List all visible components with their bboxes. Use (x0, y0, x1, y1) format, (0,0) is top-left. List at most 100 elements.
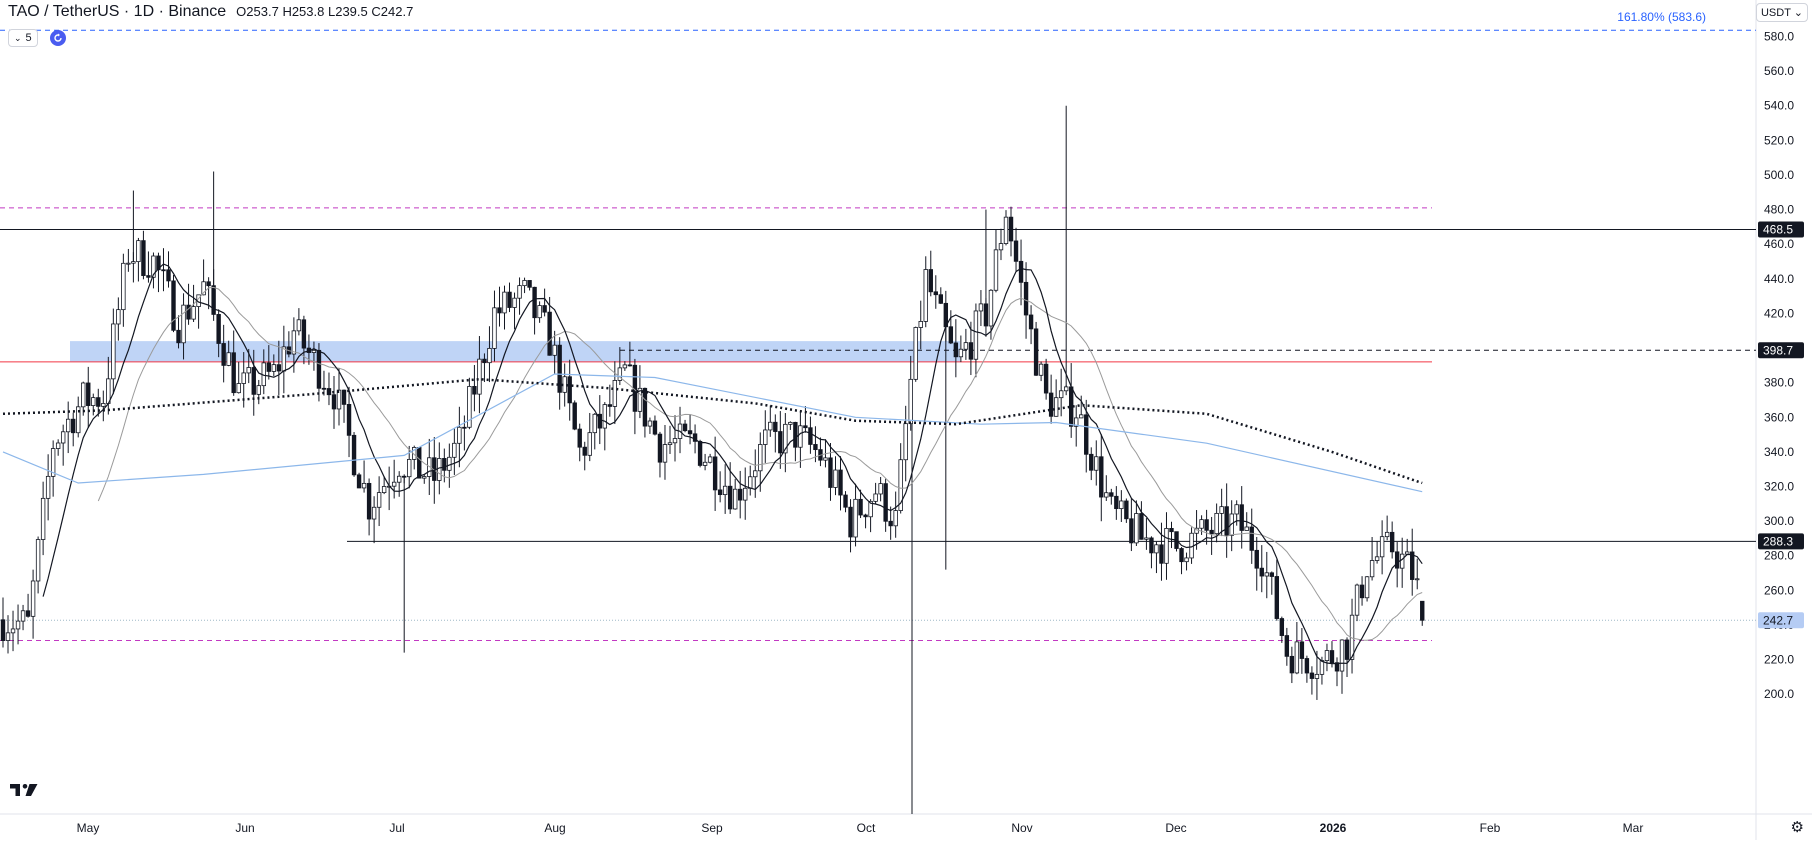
currency-selector[interactable]: USDT ⌄ (1755, 3, 1808, 22)
candle-body (472, 386, 477, 395)
candle-body (637, 387, 643, 412)
time-tick-label: Nov (1011, 821, 1032, 835)
symbol-title[interactable]: TAO / TetherUS · 1D · Binance (8, 3, 227, 20)
candle-body (1058, 390, 1064, 399)
candle-body (1389, 531, 1395, 553)
candle-body (988, 289, 994, 327)
candle-body (1018, 260, 1024, 283)
candle-body (271, 364, 277, 372)
candle-body (1269, 572, 1274, 577)
candle-body (1184, 557, 1189, 563)
candle-body (191, 306, 196, 320)
candle-body (798, 425, 803, 448)
candle-body (141, 240, 146, 276)
time-tick-label: Jul (389, 821, 404, 835)
gear-icon[interactable]: ⚙ (1790, 819, 1804, 836)
candle-body (758, 444, 763, 472)
candle-body (101, 403, 106, 407)
chevron-down-icon: ⌄ (14, 32, 22, 43)
candle-body (1359, 584, 1365, 599)
candle-body (788, 421, 793, 425)
candle-body (868, 500, 873, 518)
candle-body (356, 474, 362, 489)
indicators-toggle-button[interactable]: ⌄ 5 (8, 29, 38, 47)
candle-body (527, 280, 532, 288)
candle-body (492, 307, 497, 349)
candle-body (176, 329, 181, 344)
candle-body (1164, 528, 1169, 564)
candle-body (1053, 397, 1059, 417)
candle-body (748, 476, 753, 489)
price-tick-label: 280.0 (1764, 549, 1794, 563)
candle-body (376, 492, 382, 508)
candle-body (893, 510, 898, 527)
candle-body (702, 461, 708, 466)
candle-body (1099, 456, 1104, 498)
ma-20-grey (97, 286, 1423, 641)
price-tick-label: 460.0 (1764, 237, 1794, 251)
candle-body (251, 367, 256, 395)
candle-body (502, 291, 507, 314)
candle-body (166, 269, 171, 282)
candle-body (30, 580, 36, 617)
candle-body (1124, 500, 1129, 520)
candle-body (993, 249, 999, 291)
candle-body (171, 280, 176, 331)
price-marker-label: 242.7 (1763, 613, 1793, 627)
indicator-row: ⌄ 5 (8, 29, 66, 47)
candle-body (1144, 537, 1149, 540)
candle-body (311, 349, 317, 353)
candle-body (151, 255, 156, 278)
candle-body (366, 482, 372, 520)
candle-body (1008, 216, 1014, 242)
candle-body (858, 498, 863, 516)
candle-body (5, 632, 11, 641)
candle-body (111, 323, 116, 380)
candle-body (793, 421, 798, 448)
candle-body (91, 397, 96, 406)
candle-body (427, 457, 432, 477)
time-tick-label: Aug (544, 821, 565, 835)
candle-body (336, 389, 342, 410)
candle-body (0, 619, 6, 641)
time-tick-label: Feb (1480, 821, 1501, 835)
candle-body (652, 420, 658, 435)
candle-body (1399, 553, 1405, 569)
time-tick-label: Sep (701, 821, 723, 835)
candle-body (81, 382, 86, 408)
candle-body (843, 494, 848, 508)
candle-body (96, 397, 101, 407)
candle-body (552, 344, 557, 356)
candle-body (537, 305, 542, 319)
candle-body (687, 430, 693, 435)
candle-body (1209, 529, 1214, 535)
price-marker-box (1758, 533, 1804, 550)
candle-body (642, 387, 648, 427)
candle-body (1329, 650, 1335, 664)
candle-body (592, 413, 597, 434)
candle-body (1139, 513, 1144, 540)
candle-body (35, 539, 41, 582)
candle-body (667, 442, 673, 445)
indicator-count: 5 (25, 32, 32, 44)
tradingview-logo-icon[interactable] (10, 782, 42, 803)
refresh-icon[interactable] (49, 30, 66, 46)
candle-body (662, 444, 668, 463)
candle-body (216, 314, 221, 344)
price-tick-label: 520.0 (1764, 133, 1794, 147)
candle-body (136, 240, 141, 263)
candle-body (547, 311, 552, 356)
candle-body (1324, 650, 1330, 661)
candle-body (803, 425, 808, 429)
candle-body (467, 386, 472, 428)
chevron-down-icon: ⌄ (1793, 7, 1803, 19)
candle-body (697, 440, 703, 466)
candle-body (76, 406, 81, 434)
candle-body (351, 434, 357, 476)
candle-body (853, 498, 858, 538)
high-value: H253.8 (282, 4, 325, 19)
candle-body (396, 475, 402, 483)
candle-body (888, 520, 893, 527)
